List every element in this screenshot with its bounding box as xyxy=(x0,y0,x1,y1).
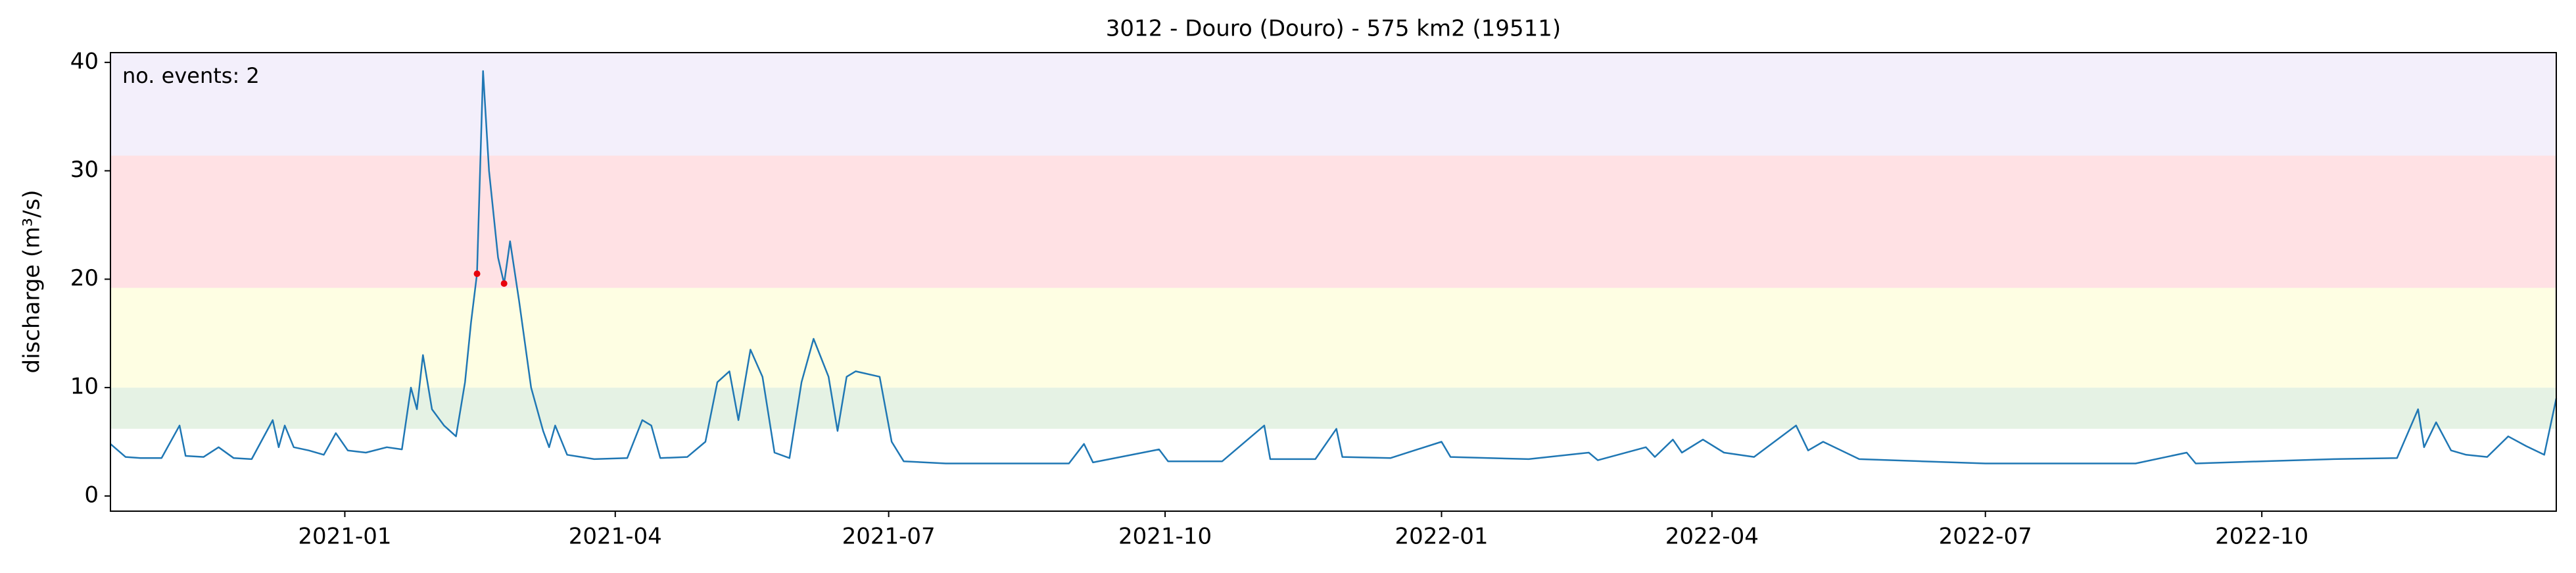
x-tick-label: 2021-01 xyxy=(298,524,391,550)
threshold-band xyxy=(110,155,2556,288)
y-tick-label: 40 xyxy=(70,48,99,74)
y-tick-label: 0 xyxy=(84,482,99,508)
y-tick-label: 30 xyxy=(70,157,99,183)
data-line xyxy=(110,70,2558,464)
y-tick-label: 10 xyxy=(70,374,99,400)
y-tick-label: 20 xyxy=(70,265,99,291)
event-marker xyxy=(500,280,508,287)
annotation: no. events: 2 xyxy=(122,63,260,88)
plot-frame xyxy=(110,52,2557,512)
x-tick-label: 2021-07 xyxy=(842,524,936,550)
chart-title: 3012 - Douro (Douro) - 575 km2 (19511) xyxy=(1106,16,1561,42)
x-tick-label: 2022-10 xyxy=(2215,524,2308,550)
x-tick-label: 2021-04 xyxy=(569,524,662,550)
threshold-band xyxy=(110,287,2556,388)
x-tick-label: 2021-10 xyxy=(1118,524,1212,550)
threshold-band xyxy=(110,53,2556,156)
x-tick-label: 2022-07 xyxy=(1939,524,2032,550)
x-tick-label: 2022-01 xyxy=(1395,524,1488,550)
y-axis-label: discharge (m³/s) xyxy=(19,190,45,374)
x-tick-label: 2022-04 xyxy=(1665,524,1759,550)
threshold-band xyxy=(110,387,2556,429)
event-marker xyxy=(473,270,481,278)
